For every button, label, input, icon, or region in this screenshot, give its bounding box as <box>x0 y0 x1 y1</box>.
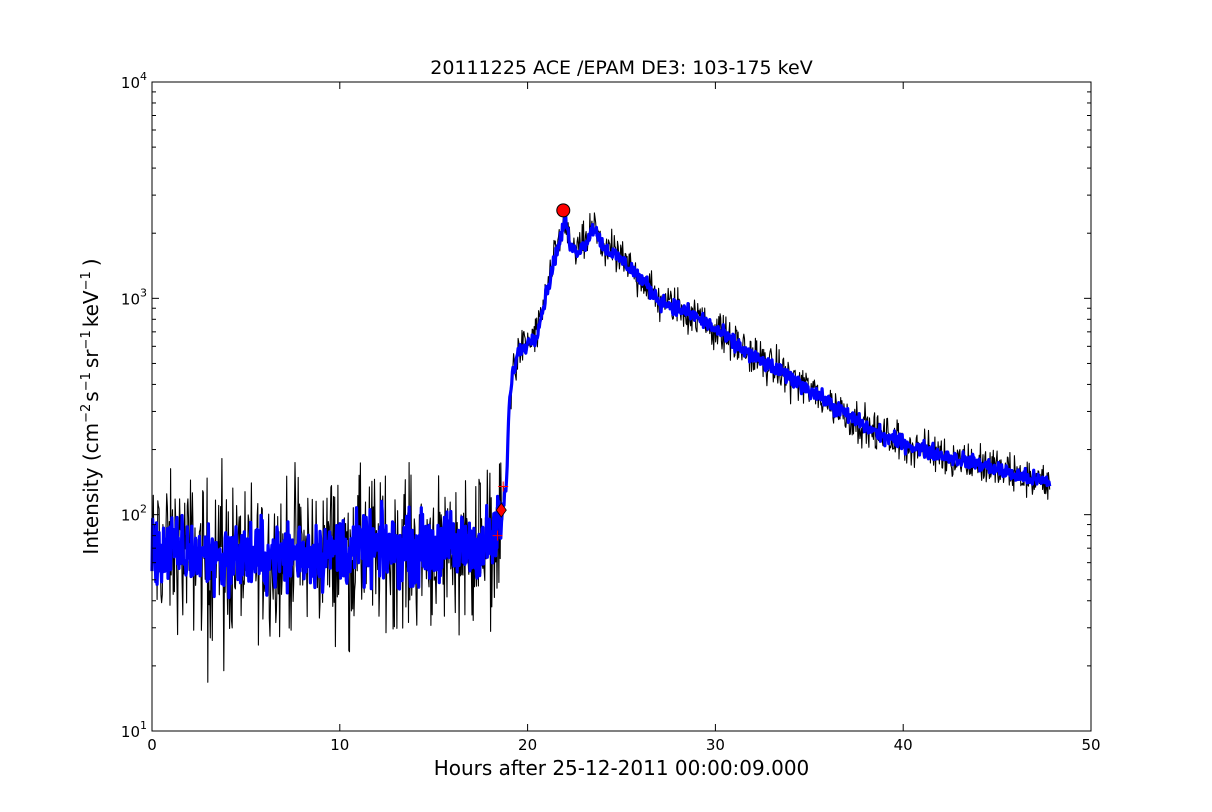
x-tick-label: 20 <box>518 736 537 754</box>
x-tick-labels: 0 10 20 30 40 50 <box>147 736 1100 754</box>
plus-marker <box>498 481 509 492</box>
x-axis-label: Hours after 25-12-2011 00:00:09.000 <box>434 756 810 780</box>
x-tick-label: 0 <box>147 736 157 754</box>
y-tick-label: 104 <box>121 70 147 92</box>
plus-marker <box>492 530 503 541</box>
onset-marker <box>495 502 507 518</box>
marker-layer <box>492 203 571 541</box>
smoothed-intensity-line <box>150 209 1052 600</box>
x-tick-label: 10 <box>330 736 349 754</box>
y-axis-label: Intensity (cm−2s−1sr−1keV−1) <box>79 258 103 554</box>
peak-marker <box>556 203 571 218</box>
smoothed-series-layer <box>150 209 1052 600</box>
tick-marks <box>151 81 1092 732</box>
axes-frame <box>151 81 1092 732</box>
plot-area <box>150 203 1052 683</box>
y-tick-label: 103 <box>121 286 147 308</box>
x-tick-label: 30 <box>706 736 725 754</box>
y-tick-label: 101 <box>121 719 147 741</box>
y-tick-labels: 101 102 103 104 <box>121 70 147 741</box>
x-tick-label: 50 <box>1081 736 1100 754</box>
chart-title: 20111225 ACE /EPAM DE3: 103-175 keV <box>430 57 812 79</box>
y-tick-label: 102 <box>121 503 147 525</box>
x-tick-label: 40 <box>894 736 913 754</box>
